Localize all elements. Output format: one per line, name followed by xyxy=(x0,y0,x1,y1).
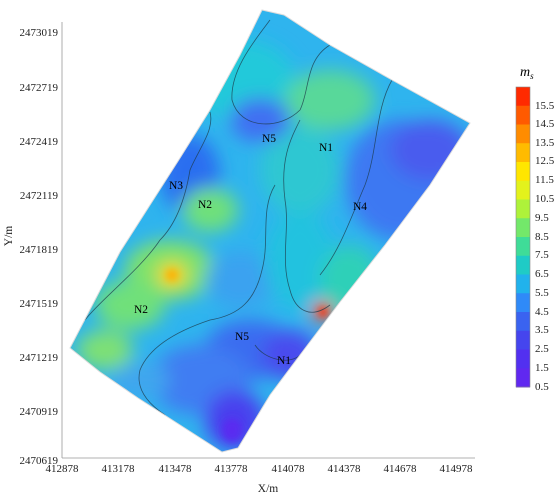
colorbar-swatch xyxy=(516,330,530,350)
colorbar-swatch xyxy=(516,180,530,200)
colorbar-tick-labels: 15.5 14.5 13.5 12.5 11.5 10.5 9.5 8.5 7.… xyxy=(535,100,555,393)
colorbar-swatch xyxy=(516,274,530,294)
colorbar-swatch xyxy=(516,368,530,388)
y-tick-labels: 2473019 2472719 2472419 2472119 2471819 … xyxy=(20,27,59,467)
colorbar-tick-label: 6.5 xyxy=(535,268,549,280)
colorbar-swatch xyxy=(516,143,530,163)
colorbar-tick-label: 8.5 xyxy=(535,231,549,243)
colorbar-swatch xyxy=(516,199,530,219)
y-tick-label: 2471519 xyxy=(20,298,59,310)
x-tick-label: 412878 xyxy=(46,463,80,475)
colorbar-swatch xyxy=(516,255,530,275)
colorbar-swatch xyxy=(516,124,530,144)
colorbar-tick-label: 11.5 xyxy=(535,174,554,186)
colorbar-swatches xyxy=(516,87,530,388)
colorbar-swatch xyxy=(516,162,530,182)
colorbar: ms 15.5 14.5 13.5 12.5 11.5 10.5 9.5 8.5… xyxy=(515,65,555,393)
x-axis-title: X/m xyxy=(258,483,279,495)
zone-label-n2-south: N2 xyxy=(134,304,148,316)
y-tick-label: 2471819 xyxy=(20,244,59,256)
colorbar-tick-label: 10.5 xyxy=(535,193,555,205)
colorbar-swatch xyxy=(516,218,530,238)
colorbar-swatch xyxy=(516,105,530,125)
x-tick-label: 414978 xyxy=(440,463,474,475)
colorbar-tick-label: 3.5 xyxy=(535,324,549,336)
colorbar-frame xyxy=(515,86,531,388)
y-tick-label: 2470619 xyxy=(20,455,59,467)
y-tick-label: 2472119 xyxy=(20,190,59,202)
y-tick-label: 2471219 xyxy=(20,352,59,364)
zone-label-n5-north: N5 xyxy=(262,133,276,145)
colorbar-swatch xyxy=(516,237,530,257)
colorbar-title-subscript: s xyxy=(530,71,534,81)
zone-label-n2-north: N2 xyxy=(198,199,212,211)
zone-label-n5-south: N5 xyxy=(235,331,249,343)
zone-label-n1-south: N1 xyxy=(277,355,291,367)
colorbar-title: ms xyxy=(520,65,534,81)
colorbar-tick-label: 1.5 xyxy=(535,362,549,374)
colorbar-tick-label: 9.5 xyxy=(535,212,549,224)
zone-label-n1-north: N1 xyxy=(319,142,333,154)
y-tick-label: 2473019 xyxy=(20,27,59,39)
x-tick-label: 413778 xyxy=(215,463,249,475)
colorbar-swatch xyxy=(516,87,530,107)
colorbar-tick-label: 7.5 xyxy=(535,249,549,261)
zone-labels: N1 N1 N2 N2 N3 N4 N5 N5 xyxy=(134,133,367,367)
colorbar-tick-label: 2.5 xyxy=(535,343,549,355)
colorbar-tick-label: 0.5 xyxy=(535,381,549,393)
interpolated-surface xyxy=(70,10,470,452)
x-tick-label: 413178 xyxy=(102,463,136,475)
y-tick-label: 2470919 xyxy=(20,406,59,418)
colorbar-swatch xyxy=(516,293,530,313)
colorbar-tick-label: 14.5 xyxy=(535,118,555,130)
x-tick-label: 413478 xyxy=(159,463,193,475)
colorbar-tick-label: 15.5 xyxy=(535,100,555,112)
x-tick-label: 414678 xyxy=(384,463,418,475)
colorbar-tick-label: 5.5 xyxy=(535,287,549,299)
y-axis-title: Y/m xyxy=(3,226,15,247)
zone-boundaries xyxy=(84,19,393,416)
colorbar-swatch xyxy=(516,312,530,332)
colorbar-swatch xyxy=(516,349,530,369)
y-tick-label: 2472419 xyxy=(20,136,59,148)
x-tick-labels: 412878 413178 413478 413778 414078 41437… xyxy=(46,463,474,475)
zone-label-n4: N4 xyxy=(353,201,367,213)
x-tick-label: 414078 xyxy=(272,463,306,475)
x-tick-label: 414378 xyxy=(328,463,362,475)
survey-boundary xyxy=(69,9,471,453)
y-tick-label: 2472719 xyxy=(20,82,59,94)
colorbar-tick-label: 13.5 xyxy=(535,137,555,149)
colorbar-tick-label: 4.5 xyxy=(535,306,549,318)
zone-label-n3: N3 xyxy=(169,180,183,192)
colorbar-tick-label: 12.5 xyxy=(535,155,555,167)
